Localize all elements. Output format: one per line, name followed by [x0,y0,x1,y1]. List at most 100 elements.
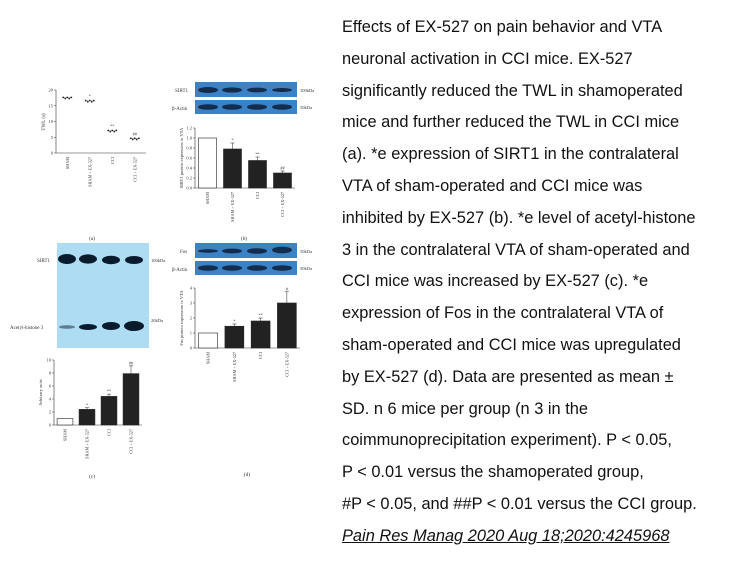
panel-c-label: (c) [89,473,95,480]
panel-b-blot-size-2: 50kDa [300,105,312,110]
data-point [135,138,138,141]
panel-b-sirt1: SIRT1 β-Actin 100kDa 50kDa 0.0 0.2 0.4 0.6 0… [172,82,314,242]
y-tick-label: 0.4 [186,166,192,171]
panel-d-blot-row-2 [195,261,297,275]
y-tick-label: 1.0 [186,136,192,141]
x-tick-label: CCI + EX-527 [129,429,134,454]
bar [198,332,218,349]
citation-link[interactable]: Pain Res Manag 2020 Aug 18;2020:4245968 [342,526,670,545]
significance-label: ** [110,123,114,128]
significance-label: # [286,286,289,291]
caption-line: CCI mice was increased by EX-527 (c). *e [342,272,649,291]
significance-label: * [231,138,233,143]
panel-c-blot-bands [58,254,144,331]
significance-label: ** [107,389,111,394]
y-tick-label: 10 [47,358,52,363]
x-tick-label: CCI [107,428,112,436]
y-tick-label: 0 [49,423,52,428]
x-tick-label: SHAM [205,192,210,204]
panel-d-blot-row-1 [195,243,297,258]
caption-line: inhibited by EX-527 (b). *e level of ace… [342,208,696,227]
bar [273,172,292,189]
panel-d-blot-size-1: 50kDa [300,249,312,254]
y-tick-label: 5 [51,135,54,140]
y-tick-label: 1.2 [186,126,192,131]
caption-line: mice and further reduced the TWL in CCI … [342,113,680,132]
y-tick-label: 20 [49,88,54,93]
panel-b-label: (b) [241,235,248,242]
panel-c-blot-label-1: SIRT1 [37,259,51,264]
panel-b-blot-label-2: β-Actin [172,107,188,112]
y-tick-label: 2 [49,410,51,415]
caption-line: (a). *e expression of SIRT1 in the contr… [342,145,679,164]
panel-b-blot-row-2 [195,100,297,114]
bar [78,409,96,426]
caption-line: SD. n 6 mice per group (n 3 in the [342,399,588,418]
y-tick-label: 15 [49,103,54,108]
y-tick-label: 6 [49,384,52,389]
bar [250,320,271,349]
caption-line: coimmunoprecipitation experiment). P < 0… [342,431,672,450]
x-tick-label: CCI [258,351,263,359]
panel-d-fos: Fos β-Actin 50kDa 50kDa 0 1 2 3 4 Fos protein… [172,243,312,478]
panel-b-blot-label-1: SIRT1 [175,89,189,94]
caption-line: neuronal activation in CCI mice. EX-527 [342,49,633,68]
figure-caption: Effects of EX-527 on pain behavior and V… [342,12,754,553]
panel-a-label: (a) [89,235,95,242]
y-tick-label: 4 [190,286,193,291]
y-tick-label: 0.6 [186,156,192,161]
y-tick-label: 3 [190,301,193,306]
x-tick-label: CCI + EX-527 [132,157,137,182]
y-tick-label: 10 [49,119,54,124]
panel-c-blot-size-1: 100kDa [151,258,165,263]
significance-label: * [89,94,91,99]
bar [56,418,74,426]
x-tick-label: CCI [255,191,260,199]
y-tick-label: 0.2 [186,176,192,181]
bar [248,160,267,189]
x-tick-label: SHAM [63,429,68,441]
panel-c-blot-size-2: 20kDa [151,318,163,323]
x-tick-label: CCI [110,156,115,164]
bar [198,137,217,189]
caption-line: P < 0.01 versus the shamoperated group, [342,463,644,482]
data-point [113,130,116,133]
caption-line: sham-operated and CCI mice was upregulat… [342,335,681,354]
panel-a-twl-scatter: TWL (s) 0 5 10 15 20 SHAM * SHAM + EX-527 ** CCI #… [42,88,146,242]
significance-label: ## [129,360,134,365]
data-point [109,130,112,133]
panel-d-blot-label-2: β-Actin [172,268,188,273]
panel-d-blot-size-2: 50kDa [300,266,312,271]
y-tick-label: 0 [51,151,54,156]
data-point [86,101,89,103]
panel-b-blot-row-1 [195,82,297,97]
caption-line: by EX-527 (d). Data are presented as mea… [342,367,674,386]
caption-line: 3 in the contralateral VTA of sham-opera… [342,240,690,259]
x-tick-label: SHAM + EX-527 [232,352,237,382]
significance-label: ** [259,313,263,318]
data-point [131,138,134,141]
bar [224,325,245,349]
x-tick-label: SHAM + EX-527 [85,429,90,459]
caption-line: #P < 0.05, and ##P < 0.01 versus the CCI… [342,494,697,513]
y-tick-label: 1 [190,331,192,336]
y-tick-label: 4 [49,397,52,402]
y-axis-label: SIRT1 protein expression in VTA [179,127,184,188]
panel-d-blot-bands [198,246,292,271]
panel-a-ylabel: TWL (s) [42,113,47,131]
x-tick-label: SHAM [65,157,70,169]
y-tick-label: 8 [49,371,52,376]
significance-label: ## [280,166,285,171]
x-tick-label: CCI + EX-527 [280,192,285,217]
caption-line: significantly reduced the TWL in shamope… [342,81,683,100]
y-tick-label: 0.0 [186,186,192,191]
x-tick-label: CCI + EX-527 [284,352,289,377]
caption-line: expression of Fos in the contralateral V… [342,304,664,323]
data-point [64,97,67,100]
bar [223,148,242,189]
bar [277,302,297,349]
y-tick-label: 0.8 [186,146,192,151]
bar [122,373,140,426]
panel-d-blot-label-1: Fos [180,250,187,255]
